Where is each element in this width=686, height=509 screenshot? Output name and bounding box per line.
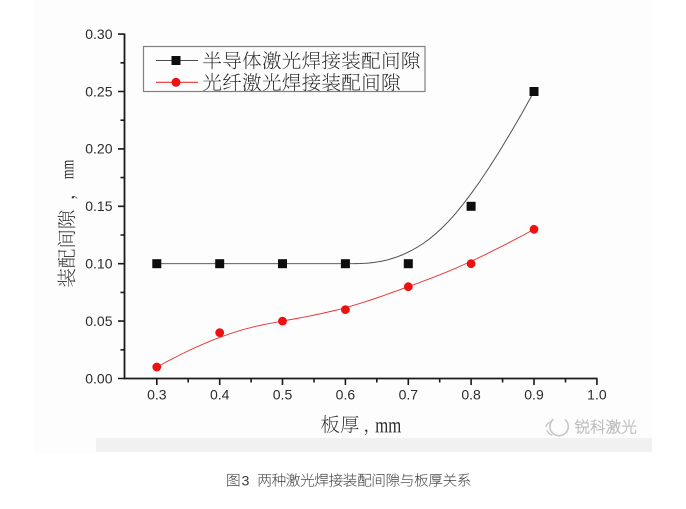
svg-text:3: 3 — [242, 474, 250, 490]
svg-text:0.15: 0.15 — [85, 198, 112, 214]
svg-text:0.10: 0.10 — [85, 256, 112, 272]
svg-text:0.20: 0.20 — [85, 141, 112, 157]
svg-text:0.25: 0.25 — [85, 83, 112, 99]
svg-text:0.30: 0.30 — [85, 26, 112, 42]
svg-text:0.00: 0.00 — [85, 370, 112, 386]
svg-text:0.3: 0.3 — [147, 387, 167, 403]
svg-text:0.05: 0.05 — [85, 313, 112, 329]
svg-text:0.5: 0.5 — [273, 387, 293, 403]
svg-text:0.4: 0.4 — [210, 387, 230, 403]
svg-text:0.9: 0.9 — [524, 387, 544, 403]
svg-text:0.8: 0.8 — [461, 387, 481, 403]
svg-text:0.7: 0.7 — [399, 387, 419, 403]
svg-text:1.0: 1.0 — [587, 387, 607, 403]
svg-text:0.6: 0.6 — [336, 387, 356, 403]
